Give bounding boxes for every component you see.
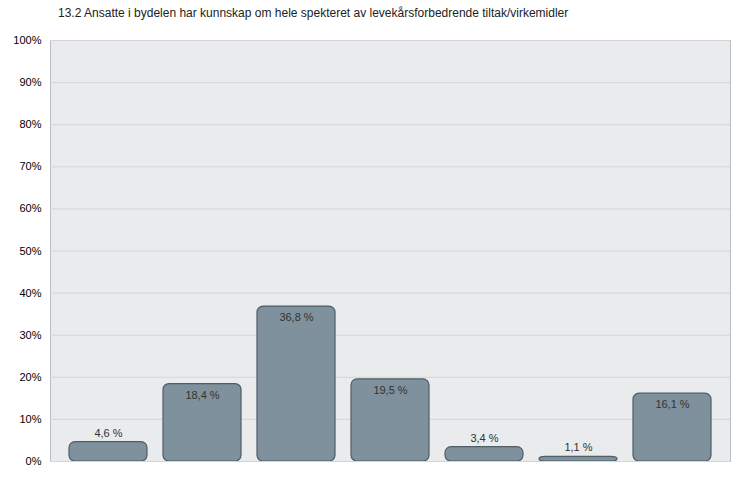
svg-text:3,4 %: 3,4 % — [470, 432, 498, 444]
svg-text:100%: 100% — [13, 34, 41, 46]
svg-text:19,5 %: 19,5 % — [373, 384, 407, 396]
svg-text:10%: 10% — [19, 413, 41, 425]
svg-text:80%: 80% — [19, 118, 41, 130]
svg-text:4,6 %: 4,6 % — [94, 427, 122, 439]
svg-text:70%: 70% — [19, 160, 41, 172]
svg-text:18,4 %: 18,4 % — [185, 389, 219, 401]
html-text:13.2 Ansatte i bydelen har kun: 13.2 Ansatte i bydelen har kunnskap om h… — [58, 6, 569, 20]
svg-text:60%: 60% — [19, 202, 41, 214]
svg-text:50%: 50% — [19, 245, 41, 257]
svg-text:40%: 40% — [19, 287, 41, 299]
svg-text:30%: 30% — [19, 329, 41, 341]
svg-text:0%: 0% — [26, 455, 42, 467]
svg-text:20%: 20% — [19, 371, 41, 383]
svg-text:1,1 %: 1,1 % — [564, 441, 592, 453]
svg-text:90%: 90% — [19, 76, 41, 88]
svg-text:36,8 %: 36,8 % — [279, 311, 313, 323]
svg-text:16,1 %: 16,1 % — [655, 398, 689, 410]
